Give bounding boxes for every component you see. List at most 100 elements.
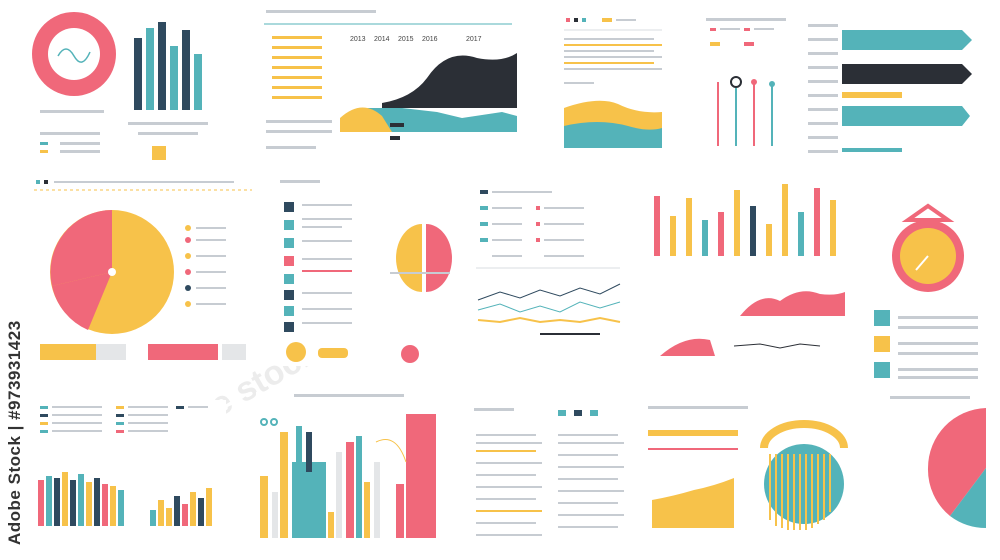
- bar: [182, 30, 190, 110]
- panel-pie: [30, 176, 260, 366]
- header-dots: [36, 180, 234, 184]
- donut-wave: [57, 48, 91, 63]
- bar: [842, 92, 902, 98]
- bar-group: [654, 184, 836, 256]
- legend-rows: [40, 406, 184, 433]
- semicircle-pink: [426, 224, 452, 292]
- footer-box: [96, 344, 126, 360]
- legend-dots: [566, 18, 636, 22]
- area-years-graphic: 2013 2014 2015 2016 2017: [264, 10, 517, 149]
- panel-lollipops: [700, 8, 800, 158]
- pie-graphic: [34, 180, 252, 360]
- title-placeholder: [280, 180, 320, 183]
- area-arch-graphic: [648, 406, 848, 530]
- table-swatches: [874, 310, 890, 378]
- watermark-text: Adobe Stock | #973931423: [5, 320, 24, 545]
- footer-box: [40, 344, 96, 360]
- series-line: [477, 283, 621, 301]
- year-label: 2014: [374, 36, 390, 43]
- pie-segment-graphic: [890, 396, 986, 528]
- yellow-area: [340, 107, 392, 132]
- gauge-ring: [730, 76, 742, 88]
- bar: [170, 46, 178, 110]
- text-column-right: [558, 434, 624, 528]
- legend-lines: [52, 406, 208, 432]
- list-swatches: [480, 190, 540, 242]
- bar-group: [260, 414, 436, 538]
- panel-donut-bars: [28, 8, 228, 168]
- text-placeholders: [40, 110, 208, 153]
- text-lines: [564, 38, 662, 84]
- pie-pink-2: [52, 272, 112, 330]
- text-line: [390, 272, 450, 274]
- series-line: [477, 316, 621, 324]
- list-lines: [492, 191, 584, 257]
- title-placeholder: [294, 394, 404, 397]
- panel-text-area: [558, 8, 670, 158]
- panel-text-columns: [470, 402, 630, 542]
- bar: [842, 148, 902, 152]
- list-swatches: [284, 202, 294, 332]
- arrow-bar: [842, 106, 970, 126]
- title-placeholder: [890, 396, 970, 399]
- bar: [194, 54, 202, 110]
- pink-rule: [648, 448, 738, 450]
- year-label: 2013: [350, 36, 366, 43]
- bar: [134, 38, 142, 110]
- panel-vertical-bars: [640, 176, 860, 366]
- panel-bars-bottom: [30, 400, 226, 540]
- bar-group: [134, 22, 202, 110]
- text-columns-graphic: [474, 408, 624, 536]
- arrow-bar: [842, 64, 972, 84]
- panel-area-arch: [644, 400, 854, 542]
- pink-area: [740, 291, 845, 316]
- pie-teal: [950, 468, 986, 528]
- label-lines: [808, 24, 838, 153]
- gauge-table-graphic: [874, 203, 978, 379]
- panel-lines-list: [470, 176, 630, 366]
- panel-area-years: 2013 2014 2015 2016 2017: [262, 8, 534, 160]
- pie-pink: [928, 408, 986, 468]
- dark-marker: [390, 136, 400, 140]
- year-label: 2017: [466, 36, 482, 43]
- pie-legend: [185, 225, 226, 307]
- lollipop-graphic: [706, 18, 786, 146]
- panel-list-semicircle: [278, 176, 458, 366]
- dark-area: [382, 53, 517, 108]
- vertical-bars-graphic: [654, 184, 845, 356]
- dark-marker: [390, 123, 404, 127]
- roof-shape: [901, 203, 955, 222]
- yellow-lines: [272, 36, 322, 99]
- bar-group: [38, 472, 212, 526]
- bar: [146, 28, 154, 110]
- list-semicircle-graphic: [280, 180, 452, 363]
- title-placeholder: [474, 408, 514, 411]
- circle-pink: [401, 345, 419, 363]
- panel-pie-segment: [860, 392, 990, 542]
- pill-yellow: [318, 348, 348, 358]
- pink-area: [660, 338, 715, 356]
- arch-lines: [769, 454, 831, 530]
- title-placeholder: [648, 406, 748, 409]
- tall-bars-graphic: [260, 394, 436, 538]
- year-label: 2015: [398, 36, 414, 43]
- circle-yellow: [286, 342, 306, 362]
- year-labels: 2013 2014 2015 2016 2017: [350, 36, 482, 43]
- series-line: [733, 343, 821, 349]
- yellow-area: [652, 478, 734, 528]
- bar: [158, 22, 166, 110]
- lines-list-graphic: [476, 190, 621, 335]
- bars-bottom-graphic: [38, 406, 212, 526]
- panel-gauge-table: [866, 176, 990, 386]
- gauge-needle: [915, 255, 929, 271]
- panel-arrow-bars: [802, 8, 982, 163]
- donut-hole: [48, 28, 100, 80]
- teal-area: [564, 122, 662, 148]
- pie-pink: [50, 210, 112, 286]
- arch: [760, 420, 848, 449]
- title-placeholder: [266, 10, 376, 13]
- donut-bars-graphic: [32, 12, 208, 160]
- text-lines: [706, 18, 786, 46]
- pie-center: [108, 268, 116, 276]
- text-column-left: [476, 434, 542, 536]
